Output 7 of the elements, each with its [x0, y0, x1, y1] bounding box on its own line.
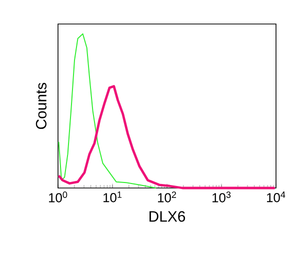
x-tick-label: 10$^{0}$ [49, 192, 68, 202]
x-tick-label: 10$^{3}$ [212, 192, 231, 202]
y-axis-title: Counts [36, 82, 46, 129]
x-tick-label: 10$^{1}$ [104, 192, 122, 202]
x-tick-label: 10$^{2}$ [158, 192, 176, 202]
x-axis-title: DLX6 [150, 211, 186, 222]
x-tick-label: 10$^{4}$ [267, 192, 286, 202]
